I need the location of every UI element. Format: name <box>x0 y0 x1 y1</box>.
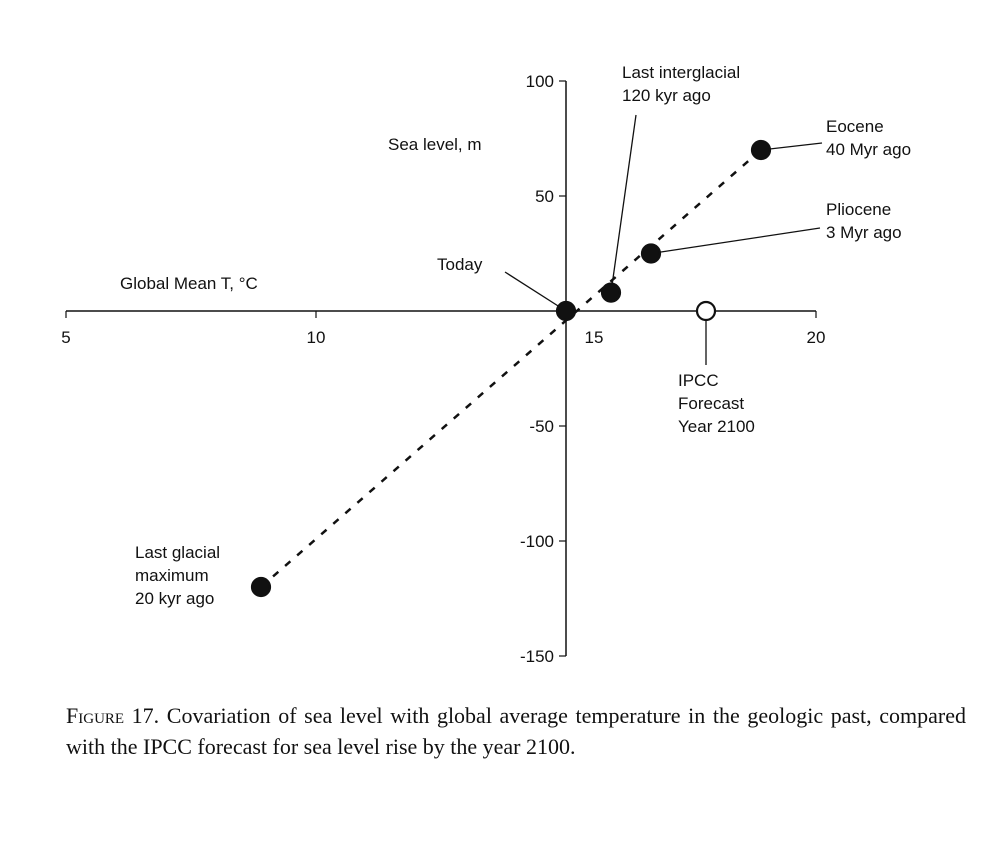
y-tick-label: -100 <box>520 532 554 551</box>
point-label: Pliocene <box>826 200 891 219</box>
figure-label: Figure 17. <box>66 703 160 728</box>
trend-line <box>260 149 762 588</box>
leader-line <box>650 227 821 255</box>
x-tick-label: 10 <box>307 328 326 347</box>
data-point <box>695 300 717 322</box>
x-tick-label: 20 <box>807 328 826 347</box>
scatter-chart: 5 10 15 20 100 50 -50 -100 -150 Global Mean T, °C… <box>61 63 911 666</box>
point-label: Eocene <box>826 117 884 136</box>
figure-caption: Figure 17. Covariation of sea level with… <box>66 700 966 762</box>
leader-line <box>610 114 637 293</box>
point-label: Last interglacial <box>622 63 740 82</box>
point-label: maximum <box>135 566 209 585</box>
point-label: Year 2100 <box>678 417 755 436</box>
point-label: 120 kyr ago <box>622 86 711 105</box>
data-point <box>640 243 662 264</box>
y-tick-label: -50 <box>529 417 554 436</box>
point-label: 3 Myr ago <box>826 223 902 242</box>
leader-line <box>760 142 823 151</box>
data-point <box>555 300 577 322</box>
y-tick-label: 100 <box>526 72 554 91</box>
caption-text: Covariation of sea level with global ave… <box>66 703 966 759</box>
data-point <box>600 282 622 303</box>
point-label: Last glacial <box>135 543 220 562</box>
data-point <box>250 576 272 598</box>
point-label: IPCC <box>678 371 719 390</box>
point-label: Forecast <box>678 394 744 413</box>
point-label: 20 kyr ago <box>135 589 214 608</box>
y-tick-label: 50 <box>535 187 554 206</box>
x-axis-label: Global Mean T, °C <box>120 274 258 293</box>
y-tick-label: -150 <box>520 647 554 666</box>
data-point <box>750 139 772 161</box>
point-label: Today <box>437 255 483 274</box>
point-label: 40 Myr ago <box>826 140 911 159</box>
leader-line <box>504 271 567 312</box>
x-tick-label: 5 <box>61 328 70 347</box>
x-tick-label: 15 <box>585 328 604 347</box>
y-axis-label: Sea level, m <box>388 135 482 154</box>
